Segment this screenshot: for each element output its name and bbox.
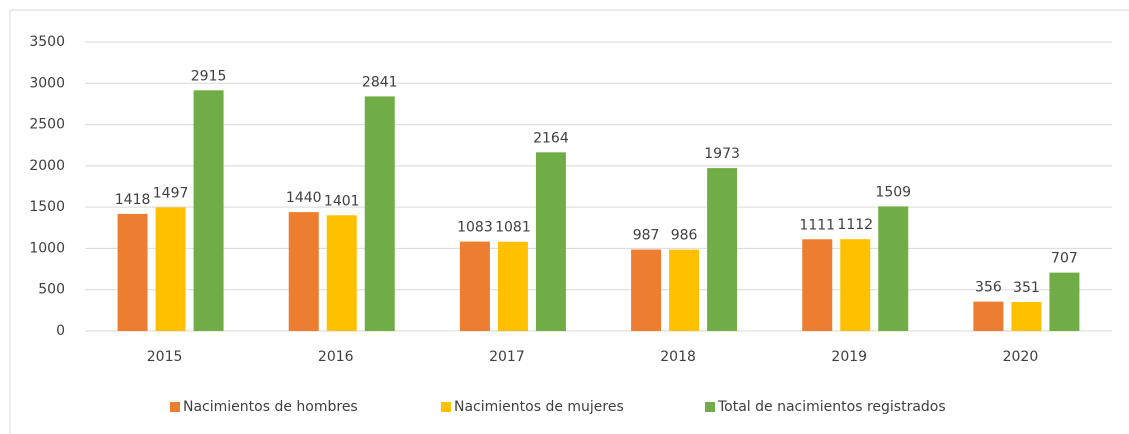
bar xyxy=(669,249,700,331)
data-label: 356 xyxy=(975,280,1002,296)
x-tick-label: 2019 xyxy=(831,349,867,365)
bar xyxy=(193,90,224,331)
y-tick-label: 3500 xyxy=(29,34,65,50)
data-label: 351 xyxy=(1013,280,1040,296)
data-label: 1973 xyxy=(704,146,740,162)
y-tick-label: 0 xyxy=(56,323,65,339)
bar xyxy=(878,206,909,331)
bar xyxy=(155,207,186,331)
y-tick-label: 500 xyxy=(38,282,65,298)
bar xyxy=(288,212,319,331)
bar xyxy=(707,168,738,331)
x-tick-label: 2016 xyxy=(318,349,354,365)
legend-label: Nacimientos de hombres xyxy=(183,399,358,415)
x-tick-label: 2020 xyxy=(1003,349,1039,365)
data-label: 1401 xyxy=(324,193,360,209)
data-label: 2915 xyxy=(191,68,227,84)
y-tick-label: 2000 xyxy=(29,158,65,174)
bar xyxy=(364,96,395,331)
x-tick-label: 2015 xyxy=(147,349,183,365)
bar xyxy=(1011,302,1042,331)
bar xyxy=(631,249,662,331)
y-tick-label: 2500 xyxy=(29,117,65,133)
legend-label: Nacimientos de mujeres xyxy=(454,399,624,415)
data-label: 1081 xyxy=(495,220,531,236)
legend-label: Total de nacimientos registrados xyxy=(717,399,946,415)
y-tick-label: 1000 xyxy=(29,240,65,256)
bar xyxy=(973,301,1004,331)
bar xyxy=(459,241,490,331)
bar xyxy=(326,215,357,331)
x-tick-label: 2017 xyxy=(489,349,525,365)
bar xyxy=(802,239,833,331)
data-label: 1112 xyxy=(837,217,873,233)
data-label: 1111 xyxy=(799,217,835,233)
data-label: 986 xyxy=(671,228,698,244)
data-label: 1509 xyxy=(875,184,911,200)
x-tick-label: 2018 xyxy=(660,349,696,365)
data-label: 2841 xyxy=(362,74,398,90)
y-tick-label: 3000 xyxy=(29,75,65,91)
data-label: 707 xyxy=(1051,251,1078,267)
bar xyxy=(1049,272,1080,331)
data-label: 1418 xyxy=(115,192,151,208)
bar xyxy=(117,213,148,331)
legend-swatch xyxy=(441,402,451,412)
data-label: 2164 xyxy=(533,130,569,146)
data-label: 1440 xyxy=(286,190,322,206)
y-tick-label: 1500 xyxy=(29,199,65,215)
legend-swatch xyxy=(705,402,715,412)
data-label: 987 xyxy=(633,228,660,244)
legend-swatch xyxy=(170,402,180,412)
data-label: 1497 xyxy=(153,185,189,201)
bar xyxy=(497,241,528,331)
bar xyxy=(840,239,871,331)
bar xyxy=(535,152,566,331)
data-label: 1083 xyxy=(457,220,493,236)
